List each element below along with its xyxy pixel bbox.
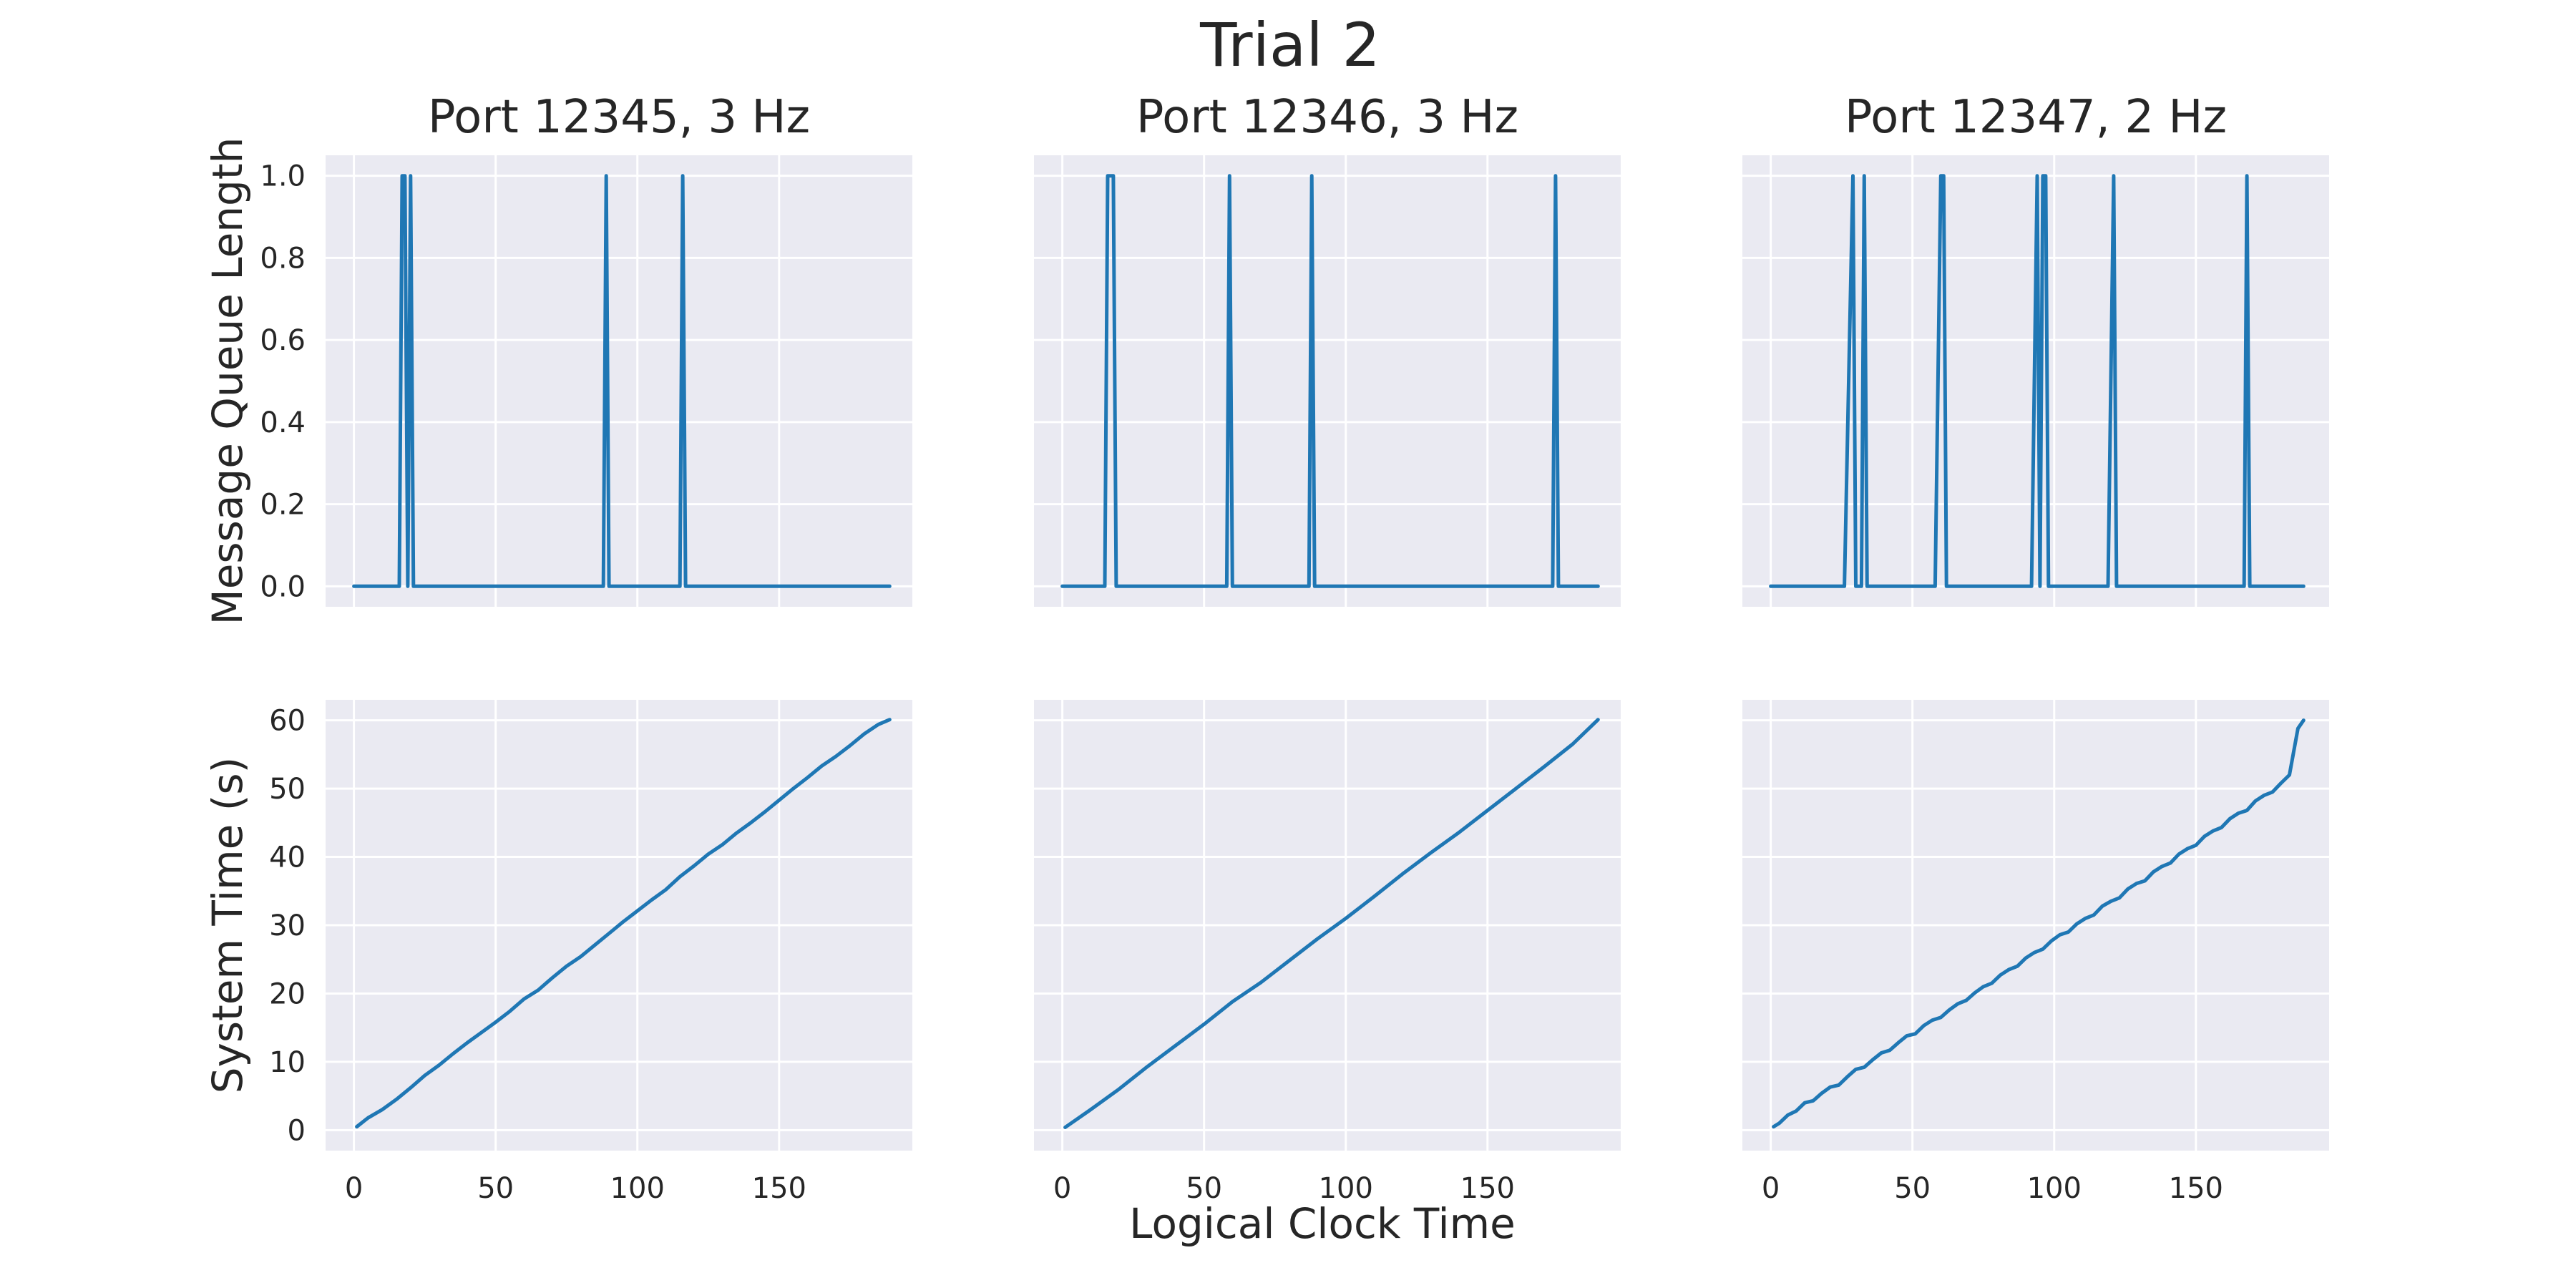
subplot-4: 0 10 20 30 40 50 60 0 50 100 150 System Time (s) — [203, 700, 912, 1205]
plot-area — [326, 155, 912, 607]
x-tick-label: 100 — [1319, 1172, 1373, 1205]
subplots-grid: 0.0 0.2 0.4 0.6 0.8 1.0 Port 12345, 3 Hz Messag… — [203, 91, 2329, 1205]
subplot-title: Port 12345, 3 Hz — [428, 91, 810, 144]
y-tick-label: 0 — [288, 1114, 306, 1147]
y-tick-label: 0.8 — [260, 242, 306, 275]
y-tick-label: 30 — [269, 909, 306, 942]
x-tick-label: 50 — [1894, 1172, 1931, 1205]
subplot-1: 0.0 0.2 0.4 0.6 0.8 1.0 Port 12345, 3 Hz Messag… — [203, 91, 912, 625]
data-series-line — [1769, 174, 2306, 588]
x-tick-label: 100 — [610, 1172, 665, 1205]
y-axis-label: Message Queue Length — [203, 137, 252, 625]
x-tick-label: 100 — [2027, 1172, 2082, 1205]
y-tick-label: 0.2 — [260, 489, 306, 522]
data-series-line — [352, 174, 892, 588]
data-series-line — [1060, 174, 1600, 588]
data-series-line — [1063, 718, 1600, 1129]
y-axis-label: System Time (s) — [203, 757, 252, 1094]
y-tick-label: 10 — [269, 1046, 306, 1079]
x-tick-label: 0 — [1762, 1172, 1780, 1205]
y-tick-label: 0.0 — [260, 570, 306, 603]
x-tick-label: 150 — [2169, 1172, 2223, 1205]
subplot-3: Port 12347, 2 Hz — [1742, 91, 2329, 607]
y-tick-label: 0.6 — [260, 324, 306, 357]
subplot-5: 0 50 100 150 — [1034, 700, 1621, 1205]
x-tick-label: 150 — [752, 1172, 806, 1205]
x-tick-label: 150 — [1460, 1172, 1515, 1205]
subplot-6: 0 50 100 150 — [1742, 700, 2329, 1205]
data-series-line — [1772, 718, 2306, 1129]
figure-title: Trial 2 — [1199, 10, 1380, 80]
x-tick-label: 0 — [345, 1172, 363, 1205]
x-tick-label: 0 — [1053, 1172, 1071, 1205]
x-tick-label: 50 — [1186, 1172, 1222, 1205]
y-tick-label: 20 — [269, 977, 306, 1010]
data-series-line — [355, 718, 892, 1129]
subplot-2: Port 12346, 3 Hz — [1034, 91, 1621, 607]
subplot-title: Port 12346, 3 Hz — [1136, 91, 1518, 144]
y-tick-label: 50 — [269, 773, 306, 806]
y-tick-label: 1.0 — [260, 160, 306, 193]
y-tick-label: 0.4 — [260, 406, 306, 439]
shared-x-axis-label: Logical Clock Time — [1129, 1199, 1516, 1248]
x-tick-label: 50 — [477, 1172, 514, 1205]
y-tick-label: 60 — [269, 705, 306, 738]
subplot-title: Port 12347, 2 Hz — [1845, 91, 2227, 144]
plot-area — [1034, 155, 1621, 607]
y-tick-label: 40 — [269, 841, 306, 874]
